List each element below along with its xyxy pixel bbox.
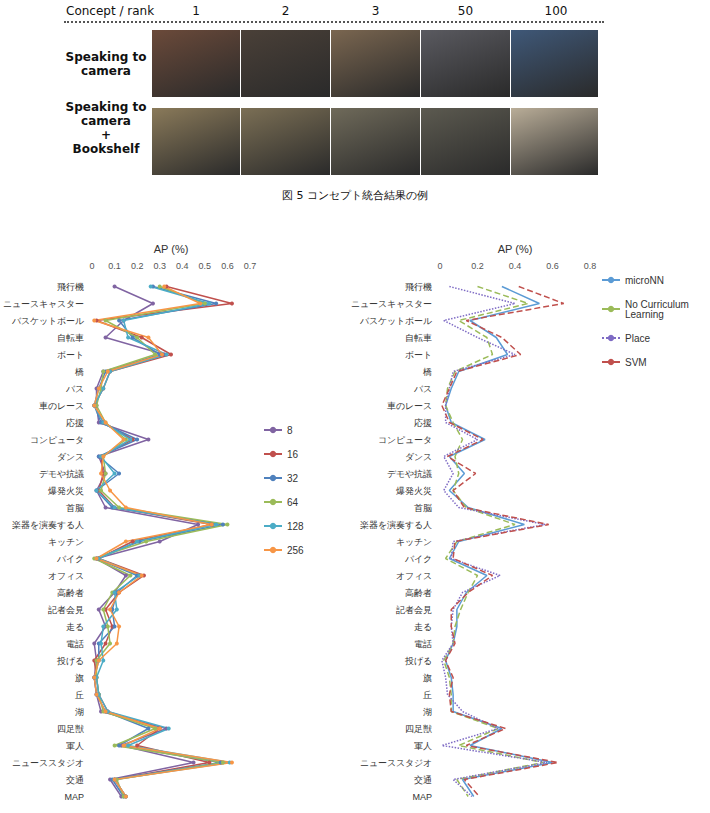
svg-text:ニュースキャスター: ニュースキャスター	[3, 299, 84, 309]
svg-text:自転車: 自転車	[57, 333, 84, 343]
svg-text:ニュースキャスター: ニュースキャスター	[351, 299, 432, 309]
svg-text:コンピュータ: コンピュータ	[378, 435, 432, 445]
svg-text:爆発火災: 爆発火災	[396, 486, 432, 496]
svg-text:ダンス: ダンス	[57, 452, 84, 462]
svg-text:爆発火災: 爆発火災	[48, 486, 84, 496]
svg-text:64: 64	[287, 497, 299, 508]
svg-text:自転車: 自転車	[405, 333, 432, 343]
html-text:Speaking to camera: Speaking to camera	[65, 49, 147, 78]
svg-text:8: 8	[287, 425, 293, 436]
svg-text:0.7: 0.7	[244, 261, 257, 271]
svg-text:ニューススタジオ: ニューススタジオ	[360, 758, 432, 768]
svg-text:応援: 応援	[414, 418, 432, 428]
svg-text:256: 256	[287, 545, 304, 556]
svg-text:オフィス: オフィス	[396, 571, 432, 581]
svg-text:楽器を演奏する人: 楽器を演奏する人	[12, 520, 84, 530]
svg-text:ボート: ボート	[57, 350, 84, 360]
svg-text:首脳: 首脳	[66, 503, 84, 513]
html-text:Bookshelf: Bookshelf	[72, 141, 140, 156]
svg-text:0: 0	[89, 261, 94, 271]
html-text:3: 3	[371, 4, 380, 18]
svg-text:バスケットボール: バスケットボール	[11, 316, 84, 326]
html-text:Speaking to camera: Speaking to camera	[65, 99, 147, 128]
svg-text:0.5: 0.5	[199, 261, 212, 271]
svg-text:0: 0	[437, 261, 442, 271]
svg-text:車のレース: 車のレース	[387, 401, 432, 411]
svg-text:0.6: 0.6	[546, 261, 559, 271]
svg-text:SVM: SVM	[625, 357, 647, 368]
svg-text:飛行機: 飛行機	[405, 282, 432, 292]
svg-text:橋: 橋	[423, 367, 432, 377]
svg-text:オフィス: オフィス	[48, 571, 84, 581]
svg-text:0.4: 0.4	[176, 261, 189, 271]
svg-text:記者会見: 記者会見	[396, 605, 432, 615]
svg-text:高齢者: 高齢者	[405, 588, 432, 598]
svg-text:電話: 電話	[66, 639, 84, 649]
svg-text:ダンス: ダンス	[405, 452, 432, 462]
html-text:図 5 コンセプト統合結果の例: 図 5 コンセプト統合結果の例	[282, 189, 428, 202]
svg-text:コンピュータ: コンピュータ	[30, 435, 84, 445]
svg-text:橋: 橋	[75, 367, 84, 377]
svg-text:湖: 湖	[423, 707, 432, 717]
svg-text:0.8: 0.8	[584, 261, 597, 271]
svg-text:飛行機: 飛行機	[57, 282, 84, 292]
svg-text:バイク: バイク	[404, 554, 432, 564]
svg-text:湖: 湖	[75, 707, 84, 717]
svg-text:キッチン: キッチン	[396, 537, 432, 547]
svg-text:ニューススタジオ: ニューススタジオ	[12, 758, 84, 768]
html-text:Concept / rank: Concept / rank	[66, 4, 155, 18]
svg-text:MAP: MAP	[64, 792, 84, 802]
svg-text:電話: 電話	[414, 639, 432, 649]
svg-text:丘: 丘	[75, 690, 84, 700]
html-text:50: 50	[457, 4, 474, 18]
svg-text:128: 128	[287, 521, 304, 532]
svg-text:ボート: ボート	[405, 350, 432, 360]
svg-text:丘: 丘	[423, 690, 432, 700]
html-text:2: 2	[281, 4, 290, 18]
svg-text:AP (%): AP (%)	[498, 243, 533, 255]
svg-text:バス: バス	[413, 384, 432, 394]
svg-text:交通: 交通	[66, 775, 84, 785]
svg-text:16: 16	[287, 449, 299, 460]
svg-text:0.4: 0.4	[509, 261, 522, 271]
svg-text:0.6: 0.6	[221, 261, 234, 271]
svg-text:バス: バス	[65, 384, 84, 394]
svg-text:0.1: 0.1	[108, 261, 121, 271]
svg-text:0.2: 0.2	[131, 261, 144, 271]
svg-text:走る: 走る	[66, 622, 84, 632]
svg-text:応援: 応援	[66, 418, 84, 428]
svg-text:軍人: 軍人	[66, 741, 84, 751]
svg-text:四足獣: 四足獣	[57, 724, 84, 734]
svg-text:Place: Place	[625, 333, 650, 344]
svg-text:AP (%): AP (%)	[154, 243, 189, 255]
svg-text:投げる: 投げる	[404, 656, 432, 666]
svg-text:投げる: 投げる	[56, 656, 84, 666]
svg-text:32: 32	[287, 473, 299, 484]
svg-text:0.3: 0.3	[153, 261, 166, 271]
svg-text:車のレース: 車のレース	[39, 401, 84, 411]
svg-text:バスケットボール: バスケットボール	[359, 316, 432, 326]
svg-text:0.2: 0.2	[471, 261, 484, 271]
svg-text:旗: 旗	[75, 673, 84, 683]
svg-text:四足獣: 四足獣	[405, 724, 432, 734]
svg-text:バイク: バイク	[56, 554, 84, 564]
svg-text:高齢者: 高齢者	[57, 588, 84, 598]
html-text:1: 1	[192, 4, 200, 18]
svg-text:交通: 交通	[414, 775, 432, 785]
svg-text:MAP: MAP	[412, 792, 432, 802]
svg-text:軍人: 軍人	[414, 741, 432, 751]
svg-text:デモや抗議: デモや抗議	[39, 469, 84, 479]
svg-text:キッチン: キッチン	[48, 537, 84, 547]
svg-text:Learning: Learning	[625, 309, 664, 320]
svg-text:記者会見: 記者会見	[48, 605, 84, 615]
svg-text:楽器を演奏する人: 楽器を演奏する人	[360, 520, 432, 530]
svg-text:旗: 旗	[423, 673, 432, 683]
svg-text:首脳: 首脳	[414, 503, 432, 513]
svg-text:No Curriculum: No Curriculum	[625, 298, 689, 310]
svg-text:走る: 走る	[414, 622, 432, 632]
svg-text:microNN: microNN	[625, 275, 664, 286]
html-text:100: 100	[544, 4, 568, 18]
svg-text:デモや抗議: デモや抗議	[387, 469, 432, 479]
